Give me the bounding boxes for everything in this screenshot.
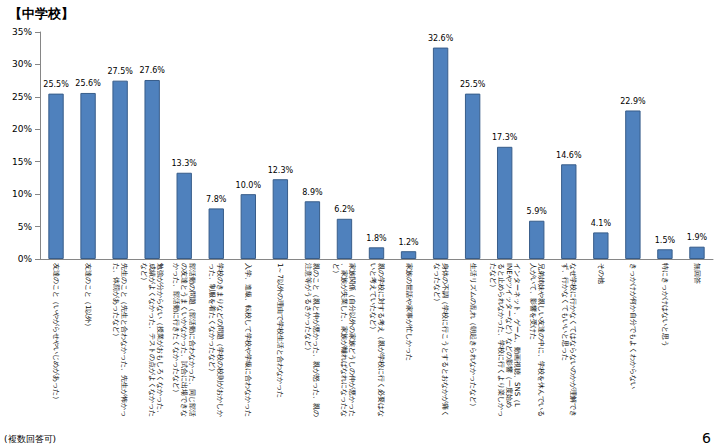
svg-text:7.8%: 7.8% bbox=[206, 195, 227, 204]
svg-text:成績がよくなかった、テストの点がよくなかった: 成績がよくなかった、テストの点がよくなかった bbox=[148, 263, 156, 417]
svg-text:22.9%: 22.9% bbox=[620, 97, 646, 106]
svg-text:インターネット、ゲーム、動画視聴、SNS（L: インターネット、ゲーム、動画視聴、SNS（L bbox=[513, 263, 521, 407]
svg-text:10%: 10% bbox=[12, 189, 32, 199]
svg-text:った、制服を着たくなかったなど）: った、制服を着たくなかったなど） bbox=[208, 263, 216, 375]
svg-text:25%: 25% bbox=[12, 92, 32, 102]
svg-text:1.2%: 1.2% bbox=[398, 238, 419, 247]
svg-text:兄弟姉妹や親しい友達の中に、学校を休んでいる: 兄弟姉妹や親しい友達の中に、学校を休んでいる bbox=[537, 263, 545, 417]
svg-text:(複数回答可): (複数回答可) bbox=[4, 434, 56, 444]
svg-text:友達のこと（いやがらせやいじめがあった）: 友達のこと（いやがらせやいじめがあった） bbox=[52, 263, 60, 403]
svg-text:10.0%: 10.0% bbox=[236, 181, 262, 190]
svg-text:た、体罰があったなど）: た、体罰があったなど） bbox=[112, 263, 120, 340]
svg-text:ず、行かなくてもいいと思った: ず、行かなくてもいいと思った bbox=[561, 263, 569, 361]
svg-text:【中学校】: 【中学校】 bbox=[9, 6, 74, 21]
svg-text:先生のこと（先生と合わなかった、先生が怖かっ: 先生のこと（先生と合わなかった、先生が怖かっ bbox=[120, 263, 128, 417]
svg-text:の友達とうまくいかなかった、試合に出場できな: の友達とうまくいかなかった、試合に出場できな bbox=[180, 263, 188, 417]
svg-text:親の学校に対する考え（親が学校に行く必要はな: 親の学校に対する考え（親が学校に行く必要はな bbox=[377, 263, 385, 417]
svg-text:きっかけが何か自分でもよくわからない: きっかけが何か自分でもよくわからない bbox=[629, 263, 637, 389]
svg-text:35%: 35% bbox=[12, 27, 32, 37]
svg-text:17.3%: 17.3% bbox=[492, 133, 518, 142]
svg-text:25.5%: 25.5% bbox=[43, 80, 69, 89]
svg-text:5.9%: 5.9% bbox=[527, 207, 548, 216]
svg-text:27.6%: 27.6% bbox=[139, 66, 165, 75]
svg-text:15%: 15% bbox=[12, 157, 32, 167]
svg-text:1.8%: 1.8% bbox=[366, 234, 387, 243]
svg-text:親のこと（親と仲が悪かった、親が怒った、親の: 親のこと（親と仲が悪かった、親が怒った、親の bbox=[312, 263, 320, 417]
svg-text:6.2%: 6.2% bbox=[334, 205, 355, 214]
svg-text:27.5%: 27.5% bbox=[107, 67, 133, 76]
svg-text:1.5%: 1.5% bbox=[655, 236, 676, 245]
svg-text:その他: その他 bbox=[597, 263, 605, 284]
svg-text:友達のこと（1以外）: 友達のこと（1以外） bbox=[84, 263, 92, 330]
svg-text:30%: 30% bbox=[12, 59, 32, 69]
svg-text:身体の不調（学校に行こうとするとおなかが痛く: 身体の不調（学校に行こうとするとおなかが痛く bbox=[441, 263, 449, 417]
svg-text:生活リズムの乱れ（朝起きられなかったなど）: 生活リズムの乱れ（朝起きられなかったなど） bbox=[469, 263, 477, 410]
svg-text:部活動の問題（部活動に合わなかった、同じ部活: 部活動の問題（部活動に合わなかった、同じ部活 bbox=[188, 263, 196, 417]
svg-text:など）: など） bbox=[140, 263, 148, 284]
svg-text:注意等がうるさかったなど）: 注意等がうるさかったなど） bbox=[304, 263, 312, 354]
svg-text:入学、進級、転校して学校や学級に合わなかった: 入学、進級、転校して学校や学級に合わなかった bbox=[244, 263, 252, 417]
svg-text:家族の世話や家事が忙しかった: 家族の世話や家事が忙しかった bbox=[405, 263, 413, 361]
svg-text:0%: 0% bbox=[18, 254, 33, 264]
svg-text:6: 6 bbox=[702, 430, 711, 446]
svg-text:13.3%: 13.3% bbox=[172, 159, 198, 168]
svg-text:かった、部活動に行きたくなかったなど）: かった、部活動に行きたくなかったなど） bbox=[172, 263, 180, 396]
svg-text:ると止められなかった、学校に行くより楽しかっ: ると止められなかった、学校に行くより楽しかっ bbox=[497, 263, 505, 417]
svg-text:ど）: ど） bbox=[332, 263, 340, 277]
svg-text:5%: 5% bbox=[18, 222, 33, 232]
svg-text:14.6%: 14.6% bbox=[556, 151, 582, 160]
svg-text:、家族が失業した、家族が離ればなれになったな: 、家族が失業した、家族が離ればなれになったな bbox=[340, 263, 348, 417]
svg-text:学校のきまりなどの問題（学校の校則がおかしか: 学校のきまりなどの問題（学校の校則がおかしか bbox=[216, 263, 224, 417]
svg-text:なぜ学校に行かなくてはならないのかが理解でき: なぜ学校に行かなくてはならないのかが理解でき bbox=[569, 263, 577, 417]
svg-text:INEやツイッターなど）などの影響（一度始め: INEやツイッターなど）などの影響（一度始め bbox=[505, 263, 513, 408]
svg-text:家族関係（自分以外の家族どうしの仲が悪かった: 家族関係（自分以外の家族どうしの仲が悪かった bbox=[348, 263, 356, 417]
svg-text:1.9%: 1.9% bbox=[687, 233, 708, 242]
svg-text:12.3%: 12.3% bbox=[268, 166, 294, 175]
svg-text:なったなど）: なったなど） bbox=[433, 263, 441, 305]
svg-text:勉強が分からない（授業がおもしろくなかった、: 勉強が分からない（授業がおもしろくなかった、 bbox=[156, 263, 164, 417]
svg-text:25.5%: 25.5% bbox=[460, 80, 486, 89]
svg-text:8.9%: 8.9% bbox=[302, 188, 323, 197]
svg-text:いと考えていたなど）: いと考えていたなど） bbox=[369, 263, 377, 333]
svg-text:人がいて、影響を受けた: 人がいて、影響を受けた bbox=[529, 263, 537, 340]
svg-text:無回答: 無回答 bbox=[693, 263, 701, 284]
svg-text:20%: 20% bbox=[12, 124, 32, 134]
svg-text:25.6%: 25.6% bbox=[75, 79, 101, 88]
svg-text:たなど）: たなど） bbox=[489, 263, 497, 291]
svg-text:4.1%: 4.1% bbox=[591, 219, 612, 228]
svg-text:32.6%: 32.6% bbox=[428, 34, 454, 43]
svg-text:特にきっかけはないと思う: 特にきっかけはないと思う bbox=[661, 263, 669, 347]
svg-text:1～7以外の理由で学校生活と合わなかった: 1～7以外の理由で学校生活と合わなかった bbox=[276, 263, 284, 398]
